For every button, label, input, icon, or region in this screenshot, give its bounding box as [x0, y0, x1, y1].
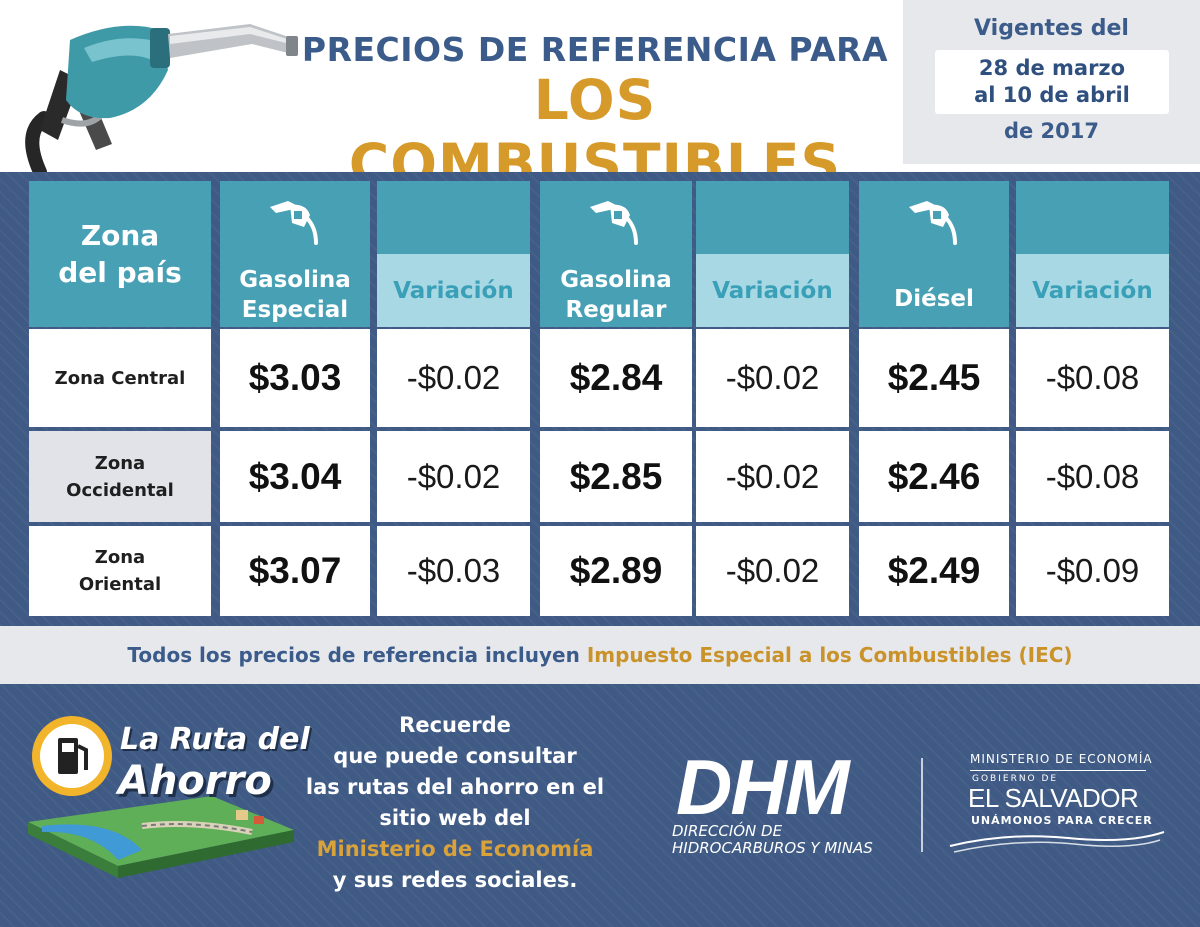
- fuel-header-diesel: Diésel: [859, 181, 1009, 327]
- tax-note: Todos los precios de referencia incluyen…: [0, 626, 1200, 684]
- government-slogan: UNÁMONOS PARA CRECER: [971, 814, 1153, 827]
- ministry-name: MINISTERIO DE ECONOMÍA: [970, 752, 1153, 766]
- reminder-line: las rutas del ahorro en el: [305, 775, 605, 799]
- validity-box: Vigentes del 28 de marzo al 10 de abril …: [903, 0, 1200, 164]
- fuel-nozzle-icon: [270, 201, 318, 245]
- fuel-label-line-2: Especial: [241, 297, 349, 323]
- validity-from-label: Vigentes del: [974, 16, 1129, 41]
- row-zone-oriental: Zona Oriental: [29, 526, 211, 616]
- ministry-rule: [970, 770, 1146, 771]
- zone-label: Occidental: [66, 479, 174, 501]
- zone-column-header: Zona del país: [29, 181, 211, 327]
- variation-cell: -$0.08: [1016, 329, 1169, 427]
- variation-cell: -$0.02: [377, 431, 530, 522]
- ruta-del-ahorro-title: La Ruta del: [120, 722, 310, 757]
- variation-cell: -$0.08: [1016, 431, 1169, 522]
- tax-note-text: Todos los precios de referencia incluyen: [127, 643, 587, 667]
- fuel-label-line-1: Gasolina: [239, 267, 351, 293]
- fuel-label-line-1: Gasolina: [560, 267, 672, 293]
- zone-header-line-1: Zona: [80, 219, 160, 252]
- variation-header: Variación: [1016, 254, 1169, 327]
- fuel-label-line-1: Diésel: [894, 286, 974, 312]
- variation-header-top: [1016, 181, 1169, 254]
- footer: La Ruta del Ahorro Recuerde que puede co…: [0, 684, 1200, 927]
- variation-cell: -$0.02: [696, 526, 849, 616]
- zone-label: Oriental: [78, 574, 162, 595]
- reminder-line: sitio web del: [379, 806, 531, 830]
- logo-divider: [921, 758, 923, 852]
- price-cell: $2.45: [859, 329, 1009, 427]
- reminder-line: que puede consultar: [333, 744, 577, 768]
- government-label: GOBIERNO DE: [972, 774, 1059, 784]
- row-zone-occidental: Zona Occidental: [29, 431, 211, 522]
- price-cell: $2.84: [540, 329, 692, 427]
- price-cell: $3.04: [220, 431, 370, 522]
- government-swoosh-icon: [949, 831, 1165, 853]
- price-cell: $3.03: [220, 329, 370, 427]
- row-zone-central: Zona Central: [29, 329, 211, 427]
- reminder-line: y sus redes sociales.: [332, 868, 578, 892]
- price-cell: $2.49: [859, 526, 1009, 616]
- fuel-header-gasolina-especial: Gasolina Especial: [220, 181, 370, 327]
- variation-cell: -$0.03: [377, 526, 530, 616]
- variation-header: Variación: [377, 254, 530, 327]
- reminder-ministry-link: Ministerio de Economía: [316, 837, 594, 861]
- fuel-label-line-2: Regular: [565, 297, 667, 323]
- variation-header: Variación: [696, 254, 849, 327]
- gas-pump-icon: [28, 716, 294, 878]
- fuel-nozzle-icon: [909, 201, 957, 245]
- variation-cell: -$0.02: [377, 329, 530, 427]
- country-name: EL SALVADOR: [968, 783, 1139, 813]
- validity-dates-card: 28 de marzo al 10 de abril: [935, 50, 1169, 114]
- fuel-header-gasolina-regular: Gasolina Regular: [540, 181, 692, 327]
- price-cell: $2.46: [859, 431, 1009, 522]
- zone-header-line-2: del país: [58, 256, 182, 289]
- ruta-del-ahorro-subtitle: Ahorro: [118, 758, 272, 804]
- price-table: Zona del país Gasolina Especial Variació…: [0, 172, 1200, 626]
- reminder-line: Recuerde: [399, 713, 511, 737]
- validity-end-date: al 10 de abril: [974, 83, 1130, 107]
- dhm-subtitle-1: DIRECCIÓN DE: [672, 822, 783, 840]
- variation-header-top: [377, 181, 530, 254]
- variation-cell: -$0.02: [696, 431, 849, 522]
- dhm-subtitle-2: HIDROCARBUROS Y MINAS: [672, 839, 873, 857]
- reminder-text: Recuerde que puede consultar las rutas d…: [300, 710, 610, 896]
- validity-year: de 2017: [1003, 119, 1100, 143]
- price-cell: $2.89: [540, 526, 692, 616]
- fuel-nozzle-icon: [590, 201, 638, 245]
- zone-label: Zona: [94, 547, 146, 568]
- title-line-1: PRECIOS DE REFERENCIA PARA: [301, 30, 889, 69]
- zone-label: Zona Central: [54, 367, 186, 389]
- variation-header-top: [696, 181, 849, 254]
- variation-cell: -$0.09: [1016, 526, 1169, 616]
- price-cell: $2.85: [540, 431, 692, 522]
- header: PRECIOS DE REFERENCIA PARA LOS COMBUSTIB…: [0, 0, 1200, 196]
- price-cell: $3.07: [220, 526, 370, 616]
- validity-start-date: 28 de marzo: [978, 56, 1126, 80]
- road-landscape-icon: [28, 796, 294, 866]
- zone-label: Zona: [94, 452, 146, 474]
- dhm-logo: DHM: [676, 743, 850, 831]
- fuel-pump-nozzle-icon: [25, 24, 298, 172]
- variation-cell: -$0.02: [696, 329, 849, 427]
- tax-note-highlight: Impuesto Especial a los Combustibles (IE…: [586, 643, 1073, 667]
